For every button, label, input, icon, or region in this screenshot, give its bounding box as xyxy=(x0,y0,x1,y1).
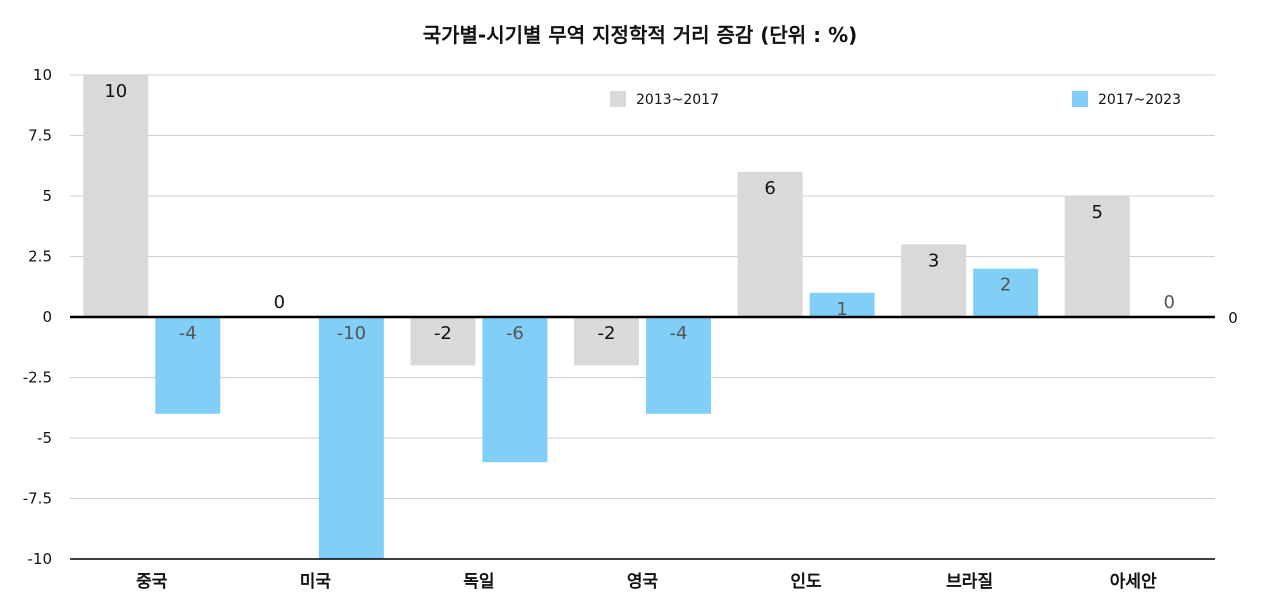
x-category-label: 독일 xyxy=(463,572,494,592)
bar xyxy=(410,317,476,366)
y-tick-label: 10 xyxy=(33,66,52,84)
data-label: -2 xyxy=(598,323,616,344)
bar xyxy=(1064,196,1130,317)
data-label: 6 xyxy=(764,178,775,199)
data-label: -2 xyxy=(434,323,452,344)
legend: 2013~2017 2017~2023 xyxy=(610,91,1181,108)
y-tick-label: -7.5 xyxy=(23,490,52,508)
x-axis-categories: 중국 미국 독일 영국 인도 브라질 아세안 xyxy=(136,571,1157,592)
data-label: 1 xyxy=(836,299,847,320)
data-labels: 10 -4 0 -10 -2 -6 -2 -4 6 1 3 2 5 0 xyxy=(104,81,1175,344)
data-label: 3 xyxy=(928,250,939,271)
x-category-label: 영국 xyxy=(627,572,659,592)
data-label: -10 xyxy=(337,323,366,344)
x-category-label: 중국 xyxy=(136,572,168,592)
bar xyxy=(318,317,384,559)
legend-label: 2017~2023 xyxy=(1098,92,1181,108)
x-category-label: 미국 xyxy=(300,572,332,592)
bar xyxy=(737,171,803,317)
bar xyxy=(646,317,711,414)
data-label: 0 xyxy=(1163,292,1174,313)
x-category-label: 브라질 xyxy=(946,571,993,592)
data-label: 5 xyxy=(1091,202,1102,223)
bar xyxy=(482,317,548,463)
data-label: 0 xyxy=(274,292,285,313)
x-category-label: 아세안 xyxy=(1110,572,1157,592)
legend-swatch xyxy=(1072,91,1088,107)
bar xyxy=(574,317,639,366)
legend-label: 2013~2017 xyxy=(636,92,719,108)
legend-swatch xyxy=(610,91,626,107)
chart-title: 국가별-시기별 무역 지정학적 거리 증감 (단위 : %) xyxy=(423,23,858,47)
zero-line-label: 0 xyxy=(1228,309,1238,327)
data-label: -4 xyxy=(179,323,197,344)
bars xyxy=(83,75,1130,559)
y-tick-label: 0 xyxy=(42,308,52,326)
y-tick-label: -10 xyxy=(28,550,53,568)
y-axis-ticks: 10 7.5 5 2.5 0 -2.5 -5 -7.5 -10 xyxy=(23,66,52,568)
y-tick-label: 5 xyxy=(42,187,52,205)
bar xyxy=(155,317,221,414)
y-tick-label: 7.5 xyxy=(28,127,52,145)
data-label: -4 xyxy=(670,323,688,344)
y-tick-label: 2.5 xyxy=(28,248,52,266)
bar xyxy=(809,292,875,317)
data-label: -6 xyxy=(506,323,524,344)
bar xyxy=(83,75,149,317)
bar xyxy=(901,244,967,317)
y-tick-label: -5 xyxy=(37,429,52,447)
x-category-label: 인도 xyxy=(790,572,822,592)
bar xyxy=(973,268,1039,317)
y-tick-label: -2.5 xyxy=(23,369,52,387)
data-label: 10 xyxy=(104,81,127,102)
data-label: 2 xyxy=(1000,275,1011,296)
